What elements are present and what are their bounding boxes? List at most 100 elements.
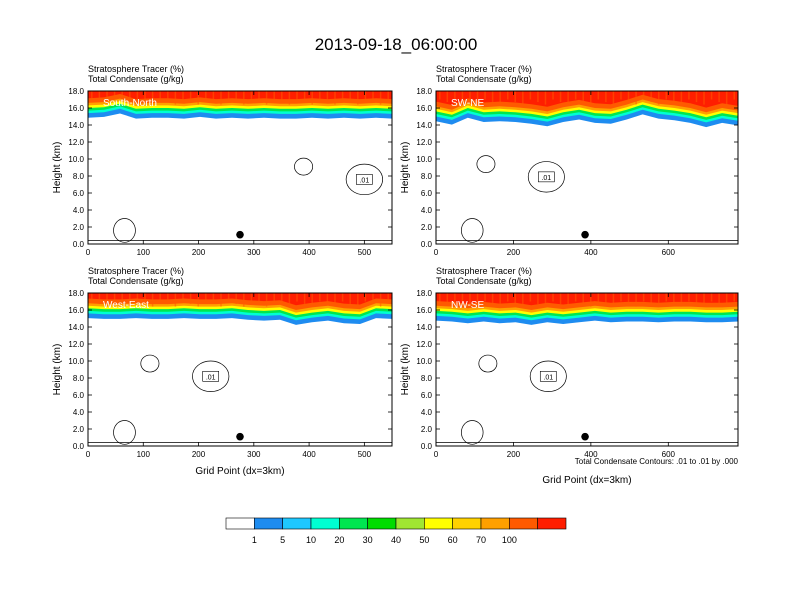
- x-axis-label: Grid Point (dx=3km): [542, 475, 631, 486]
- y-tick-label: 8.0: [73, 172, 85, 181]
- contour-footnote: Total Condensate Contours: .01 to .01 by…: [575, 457, 739, 466]
- condensate-contour: [461, 218, 484, 243]
- contour-label: .01: [543, 374, 553, 381]
- y-tick-label: 6.0: [421, 189, 433, 198]
- x-tick-label: 200: [507, 450, 521, 459]
- colorbar-swatch: [282, 517, 312, 530]
- colorbar-swatch: [452, 517, 482, 530]
- y-tick-label: 4.0: [421, 206, 433, 215]
- contour-label: .01: [206, 374, 216, 381]
- colorbar-label: 10: [306, 535, 316, 545]
- contour-label-box: [538, 171, 555, 183]
- tracer-band-top: [88, 91, 392, 100]
- y-tick-label: 12.0: [416, 340, 432, 349]
- y-tick-label: 4.0: [421, 408, 433, 417]
- y-tick-label: 2.0: [73, 223, 85, 232]
- colorbar-swatch: [367, 517, 397, 530]
- colorbar-swatch: [509, 517, 538, 530]
- contour-label-box: [202, 370, 220, 382]
- x-tick-label: 200: [192, 450, 206, 459]
- x-tick-label: 500: [358, 450, 372, 459]
- condensate-contour: [192, 360, 230, 392]
- heatmap-area: .01: [88, 91, 392, 244]
- plot-frame: [87, 292, 393, 447]
- y-tick-label: 14.0: [416, 323, 432, 332]
- colorbar-swatch: [225, 517, 255, 530]
- x-tick-label: 400: [584, 450, 598, 459]
- colorbar-label: 5: [280, 535, 285, 545]
- x-tick-label: 100: [137, 248, 151, 257]
- heatmap-area: .01: [436, 91, 738, 244]
- panel-name: SW-NE: [451, 98, 484, 109]
- panel-subtitle-condensate: Total Condensate (g/kg): [436, 276, 532, 286]
- x-tick-label: 300: [247, 450, 261, 459]
- x-tick-label: 600: [662, 450, 676, 459]
- x-tick-label: 0: [86, 248, 91, 257]
- y-tick-label: 0.0: [421, 442, 433, 451]
- y-axis-label: Height (km): [400, 344, 411, 396]
- colorbar-swatch: [254, 517, 283, 530]
- panel-subtitle-condensate: Total Condensate (g/kg): [436, 74, 532, 84]
- panel-subtitle-tracer: Stratosphere Tracer (%): [436, 266, 532, 276]
- y-tick-label: 6.0: [421, 391, 433, 400]
- x-tick-label: 300: [247, 248, 261, 257]
- x-tick-label: 600: [662, 248, 676, 257]
- colorbar-swatch: [395, 517, 425, 530]
- condensate-contour: [113, 420, 136, 445]
- colorbar-swatch: [339, 517, 368, 530]
- y-tick-label: 2.0: [421, 425, 433, 434]
- contour-label-box: [356, 174, 373, 185]
- x-tick-label: 0: [434, 450, 439, 459]
- colorbar-label: 100: [502, 535, 517, 545]
- condensate-contour: [529, 360, 567, 392]
- colorbar-label: 40: [391, 535, 401, 545]
- condensate-contour: [113, 218, 136, 243]
- panel-name: NW-SE: [451, 300, 484, 311]
- x-tick-label: 0: [86, 450, 91, 459]
- colorbar-label: 20: [334, 535, 344, 545]
- colorbar: 1 5 10 20 30 40 50 60 70 100: [225, 517, 567, 545]
- x-tick-label: 200: [507, 248, 521, 257]
- y-tick-label: 6.0: [73, 391, 85, 400]
- contour-label: .01: [359, 177, 369, 184]
- y-tick-label: 0.0: [73, 442, 85, 451]
- plot-frame: [435, 90, 739, 245]
- panel-nw-se: Stratosphere Tracer (%)Total Condensate …: [400, 266, 739, 486]
- heatmap-area: .01: [88, 293, 392, 446]
- colorbar-swatch: [310, 517, 340, 530]
- condensate-contour: [527, 161, 565, 193]
- location-marker: [236, 230, 244, 239]
- condensate-contour: [478, 354, 498, 373]
- x-tick-label: 400: [584, 248, 598, 257]
- y-tick-label: 16.0: [68, 306, 84, 315]
- x-axis-label: Grid Point (dx=3km): [195, 466, 284, 477]
- panel-subtitle-tracer: Stratosphere Tracer (%): [88, 266, 184, 276]
- x-tick-label: 0: [434, 248, 439, 257]
- y-tick-label: 10.0: [68, 357, 84, 366]
- y-tick-label: 16.0: [416, 306, 432, 315]
- condensate-contour: [461, 420, 484, 445]
- location-marker: [581, 432, 589, 441]
- x-tick-label: 200: [192, 248, 206, 257]
- contour-label: .01: [541, 175, 551, 182]
- plot-frame: [87, 90, 393, 245]
- y-tick-label: 12.0: [68, 340, 84, 349]
- x-tick-label: 400: [302, 450, 316, 459]
- y-axis-label: Height (km): [400, 142, 411, 194]
- y-tick-label: 10.0: [68, 155, 84, 164]
- panel-name: West-East: [103, 300, 149, 311]
- tracer-band-top: [436, 293, 738, 306]
- panels: Stratosphere Tracer (%)Total Condensate …: [52, 64, 739, 486]
- colorbar-swatch: [480, 517, 510, 530]
- panel-south-north: Stratosphere Tracer (%)Total Condensate …: [52, 64, 393, 257]
- tracer-band-top: [436, 91, 738, 108]
- y-tick-label: 14.0: [68, 323, 84, 332]
- tracer-band-top: [88, 293, 392, 306]
- y-tick-label: 4.0: [73, 206, 85, 215]
- panel-subtitle-condensate: Total Condensate (g/kg): [88, 74, 184, 84]
- y-tick-label: 8.0: [421, 172, 433, 181]
- condensate-contour: [140, 354, 160, 373]
- y-tick-label: 18.0: [416, 289, 432, 298]
- panel-west-east: Stratosphere Tracer (%)Total Condensate …: [52, 266, 393, 477]
- y-tick-label: 2.0: [421, 223, 433, 232]
